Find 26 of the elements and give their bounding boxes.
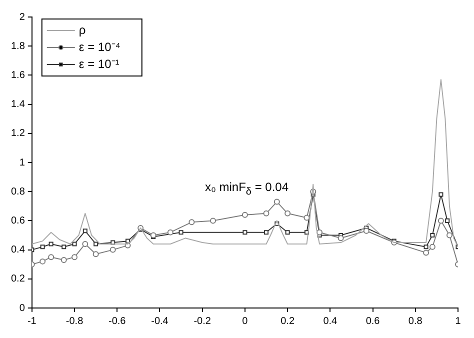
x-tick-label: 0 [242, 316, 248, 327]
y-tick-label: 1.6 [10, 70, 26, 81]
legend-label: ρ [78, 22, 86, 37]
y-tick-label: 1.2 [10, 128, 26, 140]
x-tick-label: 1 [455, 316, 462, 327]
x-tick-label: 0.6 [366, 316, 380, 327]
legend-label: ε = 10⁻⁴ [78, 40, 120, 54]
y-tick-label: 0.4 [10, 244, 26, 256]
legend-label: ε = 10⁻¹ [78, 56, 120, 71]
x-tick-label: -0.4 [151, 316, 169, 327]
x-tick-label: -0.2 [194, 316, 212, 327]
y-tick-label: 1 [19, 157, 26, 168]
y-tick-label: 0.6 [10, 215, 26, 226]
x-tick-label: 0.4 [323, 316, 338, 327]
x-tick-label: -0.6 [108, 316, 126, 327]
x-tick-label: 0.2 [280, 316, 295, 327]
y-tick-label: 0.2 [10, 274, 26, 285]
y-tick-label: 0 [19, 302, 26, 314]
y-tick-label: 1.4 [10, 99, 26, 110]
x-tick-label: -1 [27, 316, 37, 327]
y-tick-label: 0.8 [10, 186, 26, 198]
y-tick-label: 1.8 [10, 40, 26, 52]
x-tick-label: 0.8 [408, 316, 423, 327]
y-tick-label: 2 [19, 12, 26, 23]
x-tick-label: -0.8 [66, 316, 84, 327]
annotation: x₀ minF$_{δ}$ = 0.04 [204, 180, 289, 198]
